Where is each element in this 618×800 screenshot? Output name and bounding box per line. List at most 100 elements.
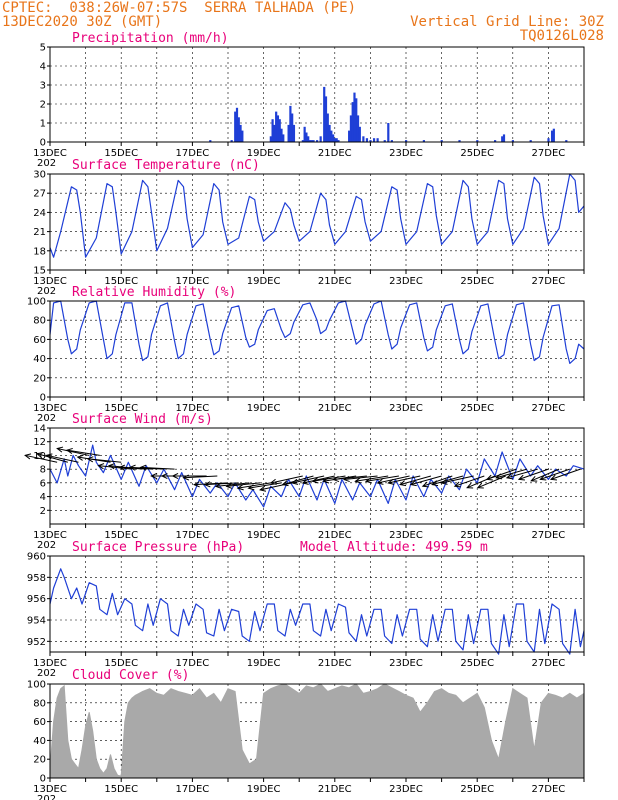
precip-bar (271, 119, 274, 142)
y-tick-label: 0 (40, 393, 46, 404)
y-tick-label: 27 (33, 189, 46, 200)
x-tick-label: 21DEC (318, 148, 352, 159)
wind-arrowhead (203, 481, 211, 488)
precip-bar (289, 105, 292, 142)
wind-vector (130, 466, 164, 470)
x-tick-label: 17DEC (176, 658, 210, 669)
x-tick-label: 19DEC (247, 784, 281, 795)
precip-bar (234, 111, 237, 142)
run-date: 13DEC2020 30Z (GMT) (2, 14, 163, 30)
wind-vector (365, 475, 399, 482)
precip-bar (269, 136, 272, 142)
precip-bar (369, 140, 372, 142)
wind-vector (388, 475, 421, 484)
wind-arrowhead (398, 480, 407, 487)
precip-bar (355, 98, 358, 142)
wind-arrowhead (364, 477, 372, 484)
wind-vector (226, 482, 261, 487)
precip-bar (312, 140, 315, 142)
x-tick-label: 19DEC (247, 148, 281, 159)
wind-vector (550, 468, 581, 480)
x-tick-label: 21DEC (318, 784, 352, 795)
precip-bar (333, 138, 336, 142)
y-tick-label: 10 (33, 451, 46, 462)
wind-vector (506, 468, 538, 479)
x-tick-label: 15DEC (104, 403, 138, 414)
x-tick-label: 15DEC (104, 530, 138, 541)
precip-bar (353, 92, 356, 142)
x-tick-label: 23DEC (389, 530, 423, 541)
panel-title: Relative Humidity (%) (72, 285, 236, 300)
wind-arrowhead (171, 472, 179, 480)
wind-arrowhead (107, 463, 115, 470)
y-tick-label: 952 (27, 637, 46, 648)
y-tick-label: 4 (40, 62, 46, 73)
wind-arrowhead (311, 477, 319, 484)
y-tick-label: 2 (40, 506, 46, 517)
wind-vector (399, 475, 432, 486)
wind-vector (204, 482, 239, 486)
precip-bar (351, 102, 354, 142)
precip-bar (301, 140, 304, 142)
y-tick-label: 4 (40, 492, 46, 503)
panel-rh (47, 300, 585, 401)
precip-bar (275, 111, 278, 142)
wind-vector (441, 475, 474, 484)
wind-vector (183, 475, 218, 479)
wind-arrowhead (281, 480, 289, 487)
wind-arrowhead (192, 481, 200, 488)
precip-bar (328, 124, 331, 142)
y-tick-label: 6 (40, 478, 46, 489)
wind-vector (355, 475, 389, 482)
y-tick-label: 60 (33, 717, 46, 728)
precip-bar (348, 130, 351, 142)
wind-arrowhead (431, 480, 439, 487)
wind-vector (119, 466, 154, 470)
y-tick-label: 14 (33, 424, 46, 435)
wind-arrowhead (342, 475, 350, 483)
wind-vector (194, 482, 229, 486)
wind-arrowhead (35, 452, 43, 459)
precip-bar (307, 136, 310, 142)
wind-vector (518, 468, 549, 480)
x-tick-label: 27DEC (532, 276, 566, 287)
panel-wind (24, 427, 585, 528)
precip-bar (565, 140, 568, 142)
wind-arrowhead (56, 446, 64, 453)
precip-bar (458, 140, 461, 142)
wind-vector (302, 475, 335, 484)
y-tick-label: 12 (33, 437, 46, 448)
precip-bar (501, 136, 504, 142)
x-tick-label: 23DEC (389, 276, 423, 287)
wind-vector (377, 475, 410, 484)
x-tick-label: 21DEC (318, 658, 352, 669)
precip-bar (383, 140, 386, 142)
panel-title: Surface Pressure (hPa) (72, 540, 244, 555)
panel-frame (49, 683, 585, 779)
wind-vector (496, 468, 528, 479)
year-label: 202 (37, 413, 56, 424)
wind-arrowhead (505, 473, 513, 480)
wind-arrowhead (476, 482, 484, 489)
precip-bar (372, 138, 376, 142)
panel-cloud (47, 683, 585, 782)
wind-arrowhead (139, 464, 147, 471)
wind-arrowhead (65, 447, 73, 454)
x-tick-label: 23DEC (389, 658, 423, 669)
wind-arrowhead (409, 480, 417, 487)
y-tick-label: 958 (27, 573, 46, 584)
x-tick-label: 13DEC (33, 530, 67, 541)
x-tick-label: 13DEC (33, 658, 67, 669)
wind-vector (66, 449, 100, 456)
x-tick-label: 19DEC (247, 403, 281, 414)
wind-arrowhead (269, 478, 277, 485)
year-label: 202 (37, 158, 56, 169)
wind-vector (477, 475, 506, 489)
y-tick-label: 18 (33, 246, 46, 257)
y-tick-label: 5 (40, 43, 46, 54)
vertical-grid-note: Vertical Grid Line: 30Z (410, 14, 604, 30)
y-tick-label: 956 (27, 594, 46, 605)
x-tick-label: 13DEC (33, 784, 67, 795)
wind-arrowhead (549, 474, 558, 481)
